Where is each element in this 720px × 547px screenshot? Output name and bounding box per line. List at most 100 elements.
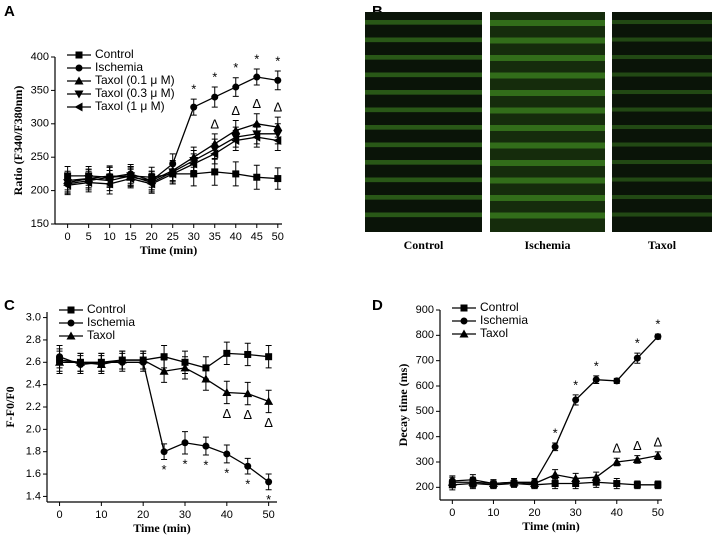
legend-label: Control bbox=[87, 302, 126, 316]
point-label: Δ bbox=[612, 441, 621, 456]
striation bbox=[612, 55, 712, 60]
striation bbox=[612, 90, 712, 95]
marker bbox=[223, 450, 231, 458]
point-label: * bbox=[573, 377, 578, 392]
striation bbox=[365, 125, 482, 130]
legend-marker bbox=[67, 306, 75, 314]
legend-label: Ischemia bbox=[95, 60, 143, 74]
marker bbox=[201, 374, 211, 383]
marker bbox=[551, 443, 559, 451]
striation bbox=[490, 125, 605, 131]
legend-marker bbox=[460, 317, 468, 325]
panel-letter: B bbox=[372, 3, 383, 20]
marker bbox=[550, 470, 560, 479]
marker bbox=[253, 73, 261, 81]
x-tick-label: 40 bbox=[230, 231, 242, 243]
point-label: * bbox=[275, 53, 280, 68]
striation bbox=[490, 142, 605, 149]
x-tick-label: 15 bbox=[125, 231, 137, 243]
marker bbox=[232, 83, 240, 91]
striation bbox=[490, 20, 605, 26]
striation bbox=[490, 212, 605, 219]
marker bbox=[96, 360, 106, 369]
marker bbox=[592, 376, 600, 384]
x-axis-label: Time (min) bbox=[133, 521, 190, 535]
striation bbox=[612, 177, 712, 182]
striation bbox=[365, 37, 482, 43]
striation bbox=[612, 212, 712, 217]
striation bbox=[365, 142, 482, 148]
legend-label: Taxol bbox=[480, 326, 508, 340]
marker bbox=[210, 149, 219, 159]
striation bbox=[490, 107, 605, 114]
striation bbox=[490, 55, 605, 61]
marker bbox=[222, 387, 232, 396]
striation bbox=[612, 142, 712, 147]
marker bbox=[63, 180, 72, 190]
legend-marker bbox=[74, 102, 83, 112]
x-tick-label: 50 bbox=[263, 509, 275, 521]
striation bbox=[365, 107, 482, 113]
marker bbox=[160, 353, 168, 361]
panel-letter: C bbox=[4, 297, 15, 314]
panel-letter: D bbox=[372, 297, 383, 314]
panel-letter: A bbox=[4, 3, 15, 20]
x-tick-label: 30 bbox=[188, 231, 200, 243]
x-tick-label: 30 bbox=[570, 507, 582, 519]
marker bbox=[231, 136, 240, 145]
y-axis-label: Decay time (ms) bbox=[396, 364, 410, 447]
striation bbox=[490, 37, 605, 44]
marker bbox=[244, 350, 252, 358]
y-tick-label: 1.4 bbox=[26, 490, 41, 502]
point-label: Δ bbox=[633, 438, 642, 453]
y-tick-label: 150 bbox=[31, 218, 49, 230]
legend-marker bbox=[75, 51, 83, 59]
legend-marker bbox=[74, 76, 84, 85]
marker bbox=[223, 349, 231, 357]
y-tick-label: 500 bbox=[416, 405, 434, 417]
image-label: Taxol bbox=[648, 238, 677, 252]
y-tick-label: 900 bbox=[416, 304, 434, 316]
marker bbox=[612, 457, 622, 466]
striation bbox=[365, 55, 482, 60]
x-axis-label: Time (min) bbox=[140, 243, 197, 257]
point-label: * bbox=[182, 456, 187, 471]
point-label: Δ bbox=[222, 406, 231, 421]
x-tick-label: 50 bbox=[272, 231, 284, 243]
marker bbox=[168, 169, 177, 179]
micrograph bbox=[612, 12, 712, 232]
point-label: * bbox=[203, 457, 208, 472]
y-axis-label: Ratio (F340/F380nm) bbox=[11, 86, 25, 196]
legend-label: Ischemia bbox=[87, 315, 135, 329]
legend-marker bbox=[74, 90, 84, 99]
marker bbox=[243, 389, 253, 398]
marker bbox=[211, 168, 219, 176]
marker bbox=[211, 93, 219, 101]
marker bbox=[571, 473, 581, 482]
striation bbox=[365, 160, 482, 165]
legend-marker bbox=[460, 304, 468, 312]
marker bbox=[84, 178, 93, 188]
point-label: Δ bbox=[243, 407, 252, 422]
y-tick-label: 350 bbox=[31, 84, 49, 96]
point-label: * bbox=[162, 462, 167, 477]
marker bbox=[190, 103, 198, 111]
x-tick-label: 30 bbox=[179, 509, 191, 521]
x-tick-label: 40 bbox=[611, 507, 623, 519]
point-label: * bbox=[224, 465, 229, 480]
marker bbox=[253, 173, 261, 181]
marker bbox=[265, 478, 273, 486]
marker bbox=[180, 363, 190, 372]
glow bbox=[490, 12, 605, 232]
legend-label: Taxol bbox=[87, 328, 115, 342]
x-tick-label: 50 bbox=[652, 507, 664, 519]
marker bbox=[159, 366, 169, 375]
marker bbox=[613, 377, 621, 385]
marker bbox=[274, 76, 282, 84]
image-label: Ischemia bbox=[525, 238, 571, 252]
point-label: Δ bbox=[231, 103, 240, 118]
striation bbox=[365, 72, 482, 78]
marker bbox=[613, 480, 621, 488]
x-tick-label: 5 bbox=[86, 231, 92, 243]
y-tick-label: 250 bbox=[31, 151, 49, 163]
